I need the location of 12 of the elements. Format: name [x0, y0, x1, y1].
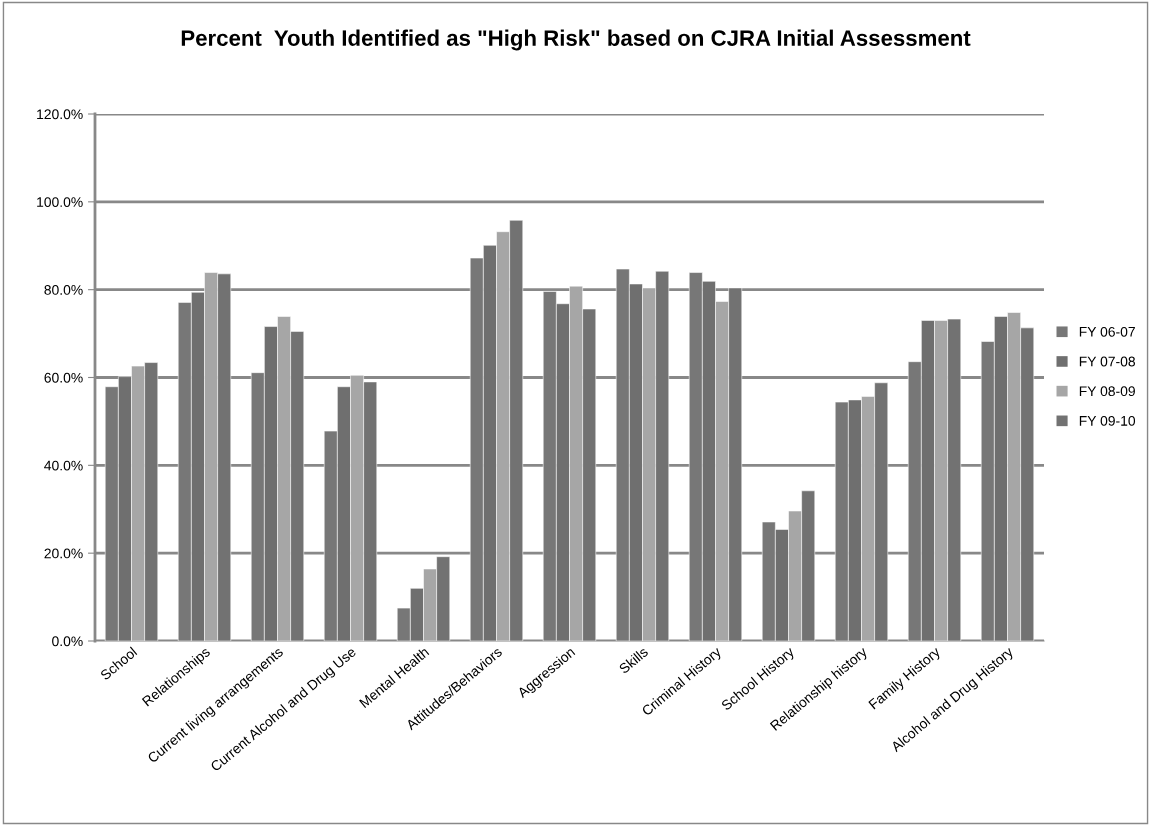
y-tick-label: 80.0% — [44, 285, 83, 295]
legend-label: FY 07-08 — [1079, 356, 1135, 367]
y-tick-label: 0.0% — [52, 636, 83, 647]
y-tick-label: 20.0% — [44, 548, 83, 559]
legend-label: FY 09-10 — [1079, 415, 1136, 426]
chart-title: Percent Youth Identified as "High Risk" based on CJRA Initial Assessment — [181, 29, 971, 51]
legend-label: FY 08-09 — [1079, 386, 1135, 397]
y-tick-label: 60.0% — [44, 372, 83, 383]
legend-label: FY 06-07 — [1079, 326, 1135, 337]
y-tick-label: 100.0% — [37, 197, 83, 207]
y-tick-label: 40.0% — [44, 460, 83, 471]
y-tick-label: 120.0% — [37, 109, 83, 120]
